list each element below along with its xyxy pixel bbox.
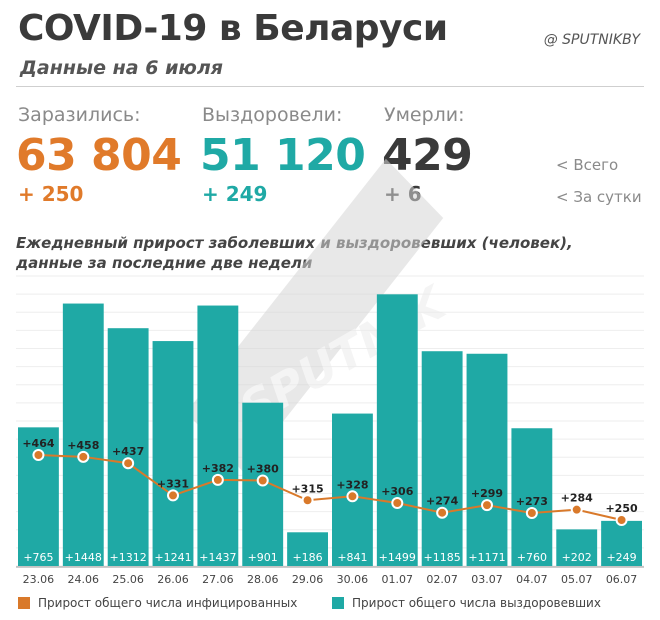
infected-point — [525, 507, 538, 520]
recovered-bar-label: +1448 — [65, 551, 102, 564]
infected-point-label: +437 — [112, 445, 144, 458]
infected-point-label: +273 — [516, 495, 548, 508]
recovered-label: Выздоровели: — [202, 104, 343, 126]
infected-point — [32, 449, 45, 461]
x-tick-label: 04.07 — [516, 573, 548, 586]
recovered-bar-label: +186 — [292, 551, 322, 564]
recovered-bar-label: +765 — [23, 551, 53, 564]
legend-recovered-label: Прирост общего числа выздоровевших — [352, 596, 601, 610]
chart-caption: Ежедневный прирост заболевших и выздоров… — [16, 233, 616, 273]
infected-point-label: +284 — [561, 492, 594, 505]
recovered-bar — [152, 341, 194, 566]
watermark-arrow — [186, 158, 444, 472]
legend-recovered: Прирост общего числа выздоровевших — [332, 596, 601, 610]
infected-point — [436, 506, 449, 519]
chart-caption-line1: Ежедневный прирост заболевших и выздоров… — [16, 234, 573, 252]
x-tick-label: 02.07 — [426, 573, 458, 586]
x-tick-label: 28.06 — [247, 573, 279, 586]
infected-delta: + 250 — [18, 182, 84, 206]
x-tick-label: 01.07 — [382, 573, 414, 586]
legend-infected-label: Прирост общего числа инфицированных — [38, 596, 298, 610]
recovered-bar-label: +760 — [517, 551, 547, 564]
x-tick-label: 05.07 — [561, 573, 593, 586]
infected-point-label: +458 — [67, 439, 99, 452]
infected-point — [615, 514, 628, 526]
infected-point-label: +315 — [291, 482, 323, 495]
recovered-bar — [511, 428, 553, 566]
infected-point — [122, 457, 135, 470]
infected-point — [211, 473, 224, 486]
recovered-bar — [601, 520, 642, 566]
recovered-bar-label: +841 — [337, 551, 367, 564]
recovered-bar — [466, 353, 508, 566]
recovered-bar — [332, 413, 373, 566]
recovered-delta: + 249 — [202, 182, 268, 206]
recovered-total: 51 120 — [200, 130, 366, 181]
labels-layer: +765 +1448 +1312 +1241 +1437 +901 +186 +841 +149… — [22, 437, 638, 564]
infected-point — [570, 503, 583, 516]
infected-line — [38, 454, 622, 521]
recovered-bar-label: +1185 — [424, 551, 461, 564]
x-axis: 23.06 24.06 25.06 26.06 27.06 28.06 29.06 30.06… — [16, 566, 644, 586]
x-tick-label: 29.06 — [292, 573, 324, 586]
infected-point — [256, 474, 269, 487]
recovered-bar — [107, 328, 149, 566]
legend-infected-swatch — [18, 597, 30, 609]
x-tick-label: 30.06 — [337, 573, 369, 586]
page-title: COVID-19 в Беларуси — [18, 8, 448, 49]
legend-recovered-swatch — [332, 597, 344, 609]
died-total: 429 — [382, 130, 473, 181]
x-tick-label: 24.06 — [68, 573, 100, 586]
infected-total: 63 804 — [16, 130, 182, 181]
bars-layer — [18, 294, 642, 566]
died-label: Умерли: — [384, 104, 465, 126]
page-subtitle: Данные на 6 июля — [20, 57, 223, 79]
infected-point — [481, 499, 493, 512]
x-tick-label: 26.06 — [157, 573, 189, 586]
x-tick-label: 23.06 — [23, 573, 55, 586]
infected-point — [346, 490, 359, 503]
recovered-bar — [197, 305, 239, 566]
infected-point-label: +328 — [336, 478, 368, 491]
recovered-bar-label: +1241 — [154, 551, 191, 564]
infected-point-label: +331 — [157, 477, 189, 490]
infected-point-label: +382 — [202, 462, 234, 475]
infected-point-label: +274 — [426, 495, 459, 508]
chart-caption-line2: данные за последние две недели — [16, 254, 313, 272]
recovered-bar-label: +1312 — [110, 551, 147, 564]
hint-total: < Всего — [556, 156, 619, 174]
hint-daily: < За сутки — [556, 188, 642, 206]
infected-point-label: +306 — [381, 485, 414, 498]
recovered-bar-label: +1171 — [468, 551, 505, 564]
recovered-bar — [556, 529, 598, 566]
recovered-bar — [376, 294, 418, 566]
infected-point-label: +250 — [605, 502, 638, 515]
line-layer — [32, 449, 628, 526]
recovered-bar — [421, 351, 463, 566]
recovered-bar — [62, 303, 104, 566]
infected-point — [301, 494, 314, 507]
x-tick-label: 03.07 — [471, 573, 503, 586]
infected-point-label: +299 — [471, 487, 503, 500]
infected-point — [391, 496, 404, 509]
recovered-bar-label: +1499 — [379, 551, 416, 564]
infected-point-label: +464 — [22, 437, 55, 450]
x-tick-label: 25.06 — [112, 573, 144, 586]
infected-label: Заразились: — [18, 104, 141, 126]
recovered-bar-label: +249 — [606, 551, 636, 564]
header-divider — [16, 86, 644, 87]
recovered-bar — [287, 532, 328, 566]
recovered-bar-label: +901 — [248, 551, 278, 564]
x-tick-label: 06.07 — [606, 573, 638, 586]
recovered-bar-label: +202 — [562, 551, 592, 564]
x-tick-label: 27.06 — [202, 573, 234, 586]
infected-point — [77, 450, 90, 463]
recovered-bar-label: +1437 — [199, 551, 236, 564]
infected-point-label: +380 — [247, 463, 280, 476]
legend-infected: Прирост общего числа инфицированных — [18, 596, 297, 610]
infected-point — [167, 489, 179, 502]
brand-handle: @ SPUTNIKBY — [543, 32, 640, 48]
